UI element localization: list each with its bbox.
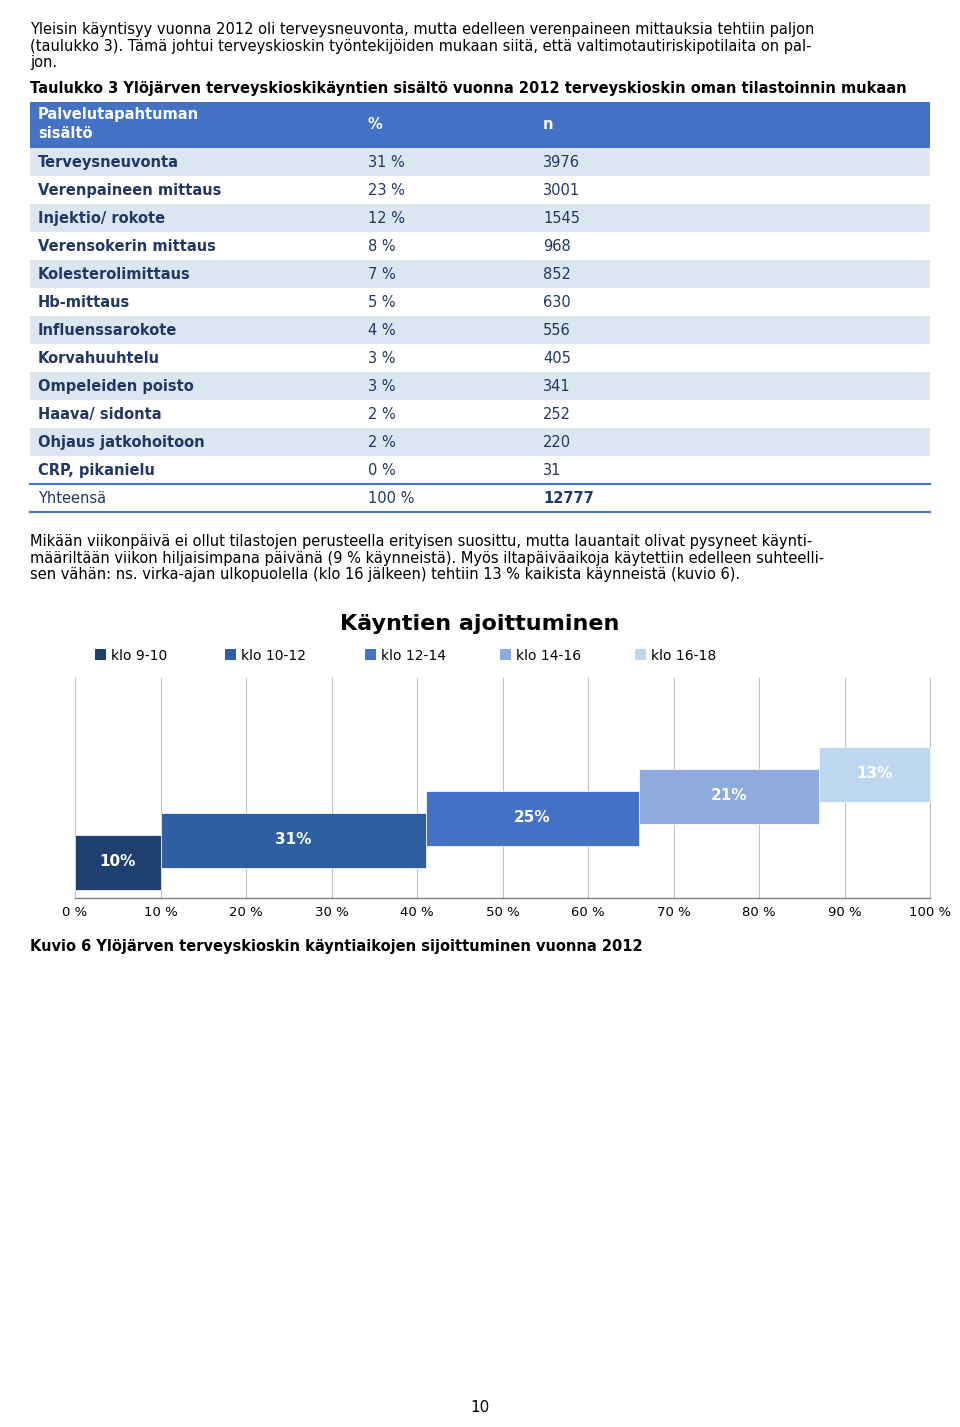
Text: 21%: 21% bbox=[710, 789, 747, 803]
Text: 12 %: 12 % bbox=[368, 211, 405, 225]
Text: Ompeleiden poisto: Ompeleiden poisto bbox=[38, 380, 194, 394]
Text: 2 %: 2 % bbox=[368, 407, 396, 422]
Text: Ohjaus jatkohoitoon: Ohjaus jatkohoitoon bbox=[38, 435, 204, 450]
Text: 7 %: 7 % bbox=[368, 267, 396, 283]
Bar bbox=[30, 101, 930, 148]
Bar bbox=[30, 484, 930, 512]
Bar bbox=[30, 260, 930, 288]
Text: 405: 405 bbox=[543, 351, 571, 365]
Text: Palvelutapahtuman
sisältö: Palvelutapahtuman sisältö bbox=[38, 107, 199, 141]
Text: klo 12-14: klo 12-14 bbox=[381, 648, 446, 662]
Text: 630: 630 bbox=[543, 295, 571, 310]
Text: 968: 968 bbox=[543, 238, 571, 254]
Text: 70 %: 70 % bbox=[657, 906, 690, 919]
Text: 80 %: 80 % bbox=[742, 906, 776, 919]
Text: 3 %: 3 % bbox=[368, 351, 396, 365]
Bar bbox=[30, 204, 930, 233]
Text: 3001: 3001 bbox=[543, 183, 580, 198]
Text: 31: 31 bbox=[543, 462, 562, 478]
Text: 220: 220 bbox=[543, 435, 571, 450]
Bar bbox=[30, 288, 930, 315]
Text: Korvahuuhtelu: Korvahuuhtelu bbox=[38, 351, 160, 365]
Bar bbox=[30, 315, 930, 344]
Text: 10%: 10% bbox=[100, 855, 136, 869]
Bar bbox=[95, 648, 106, 659]
Bar bbox=[30, 372, 930, 400]
Text: Käyntien ajoittuminen: Käyntien ajoittuminen bbox=[340, 614, 620, 634]
Bar bbox=[225, 648, 236, 659]
Text: Yleisin käyntisyy vuonna 2012 oli terveysneuvonta, mutta edelleen verenpaineen m: Yleisin käyntisyy vuonna 2012 oli tervey… bbox=[30, 21, 814, 37]
Bar bbox=[75, 835, 160, 889]
Text: %: % bbox=[368, 117, 383, 133]
Text: 3 %: 3 % bbox=[368, 380, 396, 394]
Bar bbox=[500, 648, 511, 659]
Text: (taulukko 3). Tämä johtui terveyskioskin työntekijöiden mukaan siitä, että valti: (taulukko 3). Tämä johtui terveyskioskin… bbox=[30, 39, 811, 53]
Bar bbox=[635, 648, 646, 659]
Text: 20 %: 20 % bbox=[229, 906, 263, 919]
Text: Influenssarokote: Influenssarokote bbox=[38, 323, 178, 338]
Text: klo 14-16: klo 14-16 bbox=[516, 648, 581, 662]
Text: 10 %: 10 % bbox=[144, 906, 178, 919]
Text: 100 %: 100 % bbox=[909, 906, 951, 919]
Text: 0 %: 0 % bbox=[62, 906, 87, 919]
Text: Mikään viikonpäivä ei ollut tilastojen perusteella erityisen suosittu, mutta lau: Mikään viikonpäivä ei ollut tilastojen p… bbox=[30, 534, 812, 549]
Text: jon.: jon. bbox=[30, 56, 58, 70]
Bar bbox=[30, 400, 930, 428]
Text: n: n bbox=[543, 117, 554, 133]
Text: Yhteensä: Yhteensä bbox=[38, 491, 107, 507]
Bar bbox=[819, 746, 930, 802]
Text: Hb-mittaus: Hb-mittaus bbox=[38, 295, 131, 310]
Text: 60 %: 60 % bbox=[571, 906, 605, 919]
Text: Haava/ sidonta: Haava/ sidonta bbox=[38, 407, 161, 422]
Text: Verensokerin mittaus: Verensokerin mittaus bbox=[38, 238, 216, 254]
Text: 50 %: 50 % bbox=[486, 906, 519, 919]
Bar bbox=[425, 791, 639, 846]
Text: Verenpaineen mittaus: Verenpaineen mittaus bbox=[38, 183, 222, 198]
Text: sen vähän: ns. virka-ajan ulkopuolella (klo 16 jälkeen) tehtiin 13 % kaikista kä: sen vähän: ns. virka-ajan ulkopuolella (… bbox=[30, 567, 740, 582]
Bar bbox=[30, 233, 930, 260]
Bar bbox=[365, 648, 376, 659]
Text: klo 10-12: klo 10-12 bbox=[241, 648, 306, 662]
Text: Taulukko 3 Ylöjärven terveyskioskikäyntien sisältö vuonna 2012 terveyskioskin om: Taulukko 3 Ylöjärven terveyskioskikäynti… bbox=[30, 81, 906, 97]
Text: 8 %: 8 % bbox=[368, 238, 396, 254]
Bar bbox=[30, 148, 930, 176]
Text: 5 %: 5 % bbox=[368, 295, 396, 310]
Text: 252: 252 bbox=[543, 407, 571, 422]
Text: Kolesterolimittaus: Kolesterolimittaus bbox=[38, 267, 191, 283]
Text: määriltään viikon hiljaisimpana päivänä (9 % käynneistä). Myös iltapäiväaikoja k: määriltään viikon hiljaisimpana päivänä … bbox=[30, 551, 824, 565]
Text: 13%: 13% bbox=[856, 766, 893, 782]
Text: 25%: 25% bbox=[515, 811, 551, 825]
Text: klo 9-10: klo 9-10 bbox=[111, 648, 167, 662]
Text: 31 %: 31 % bbox=[368, 156, 405, 170]
Text: 31%: 31% bbox=[275, 832, 311, 848]
Text: 4 %: 4 % bbox=[368, 323, 396, 338]
Text: 556: 556 bbox=[543, 323, 571, 338]
Text: 30 %: 30 % bbox=[315, 906, 348, 919]
Bar bbox=[30, 428, 930, 457]
Bar bbox=[30, 457, 930, 484]
Bar bbox=[30, 344, 930, 372]
Text: Injektio/ rokote: Injektio/ rokote bbox=[38, 211, 165, 225]
Text: 1545: 1545 bbox=[543, 211, 580, 225]
Text: Kuvio 6 Ylöjärven terveyskioskin käyntiaikojen sijoittuminen vuonna 2012: Kuvio 6 Ylöjärven terveyskioskin käyntia… bbox=[30, 939, 642, 955]
Text: 12777: 12777 bbox=[543, 491, 593, 507]
Bar bbox=[639, 769, 819, 823]
Text: 90 %: 90 % bbox=[828, 906, 861, 919]
Text: 23 %: 23 % bbox=[368, 183, 405, 198]
Text: 40 %: 40 % bbox=[400, 906, 434, 919]
Bar bbox=[160, 812, 425, 868]
Text: klo 16-18: klo 16-18 bbox=[651, 648, 716, 662]
Text: CRP, pikanielu: CRP, pikanielu bbox=[38, 462, 155, 478]
Text: 100 %: 100 % bbox=[368, 491, 415, 507]
Text: 2 %: 2 % bbox=[368, 435, 396, 450]
Bar bbox=[30, 176, 930, 204]
Text: 852: 852 bbox=[543, 267, 571, 283]
Text: Terveysneuvonta: Terveysneuvonta bbox=[38, 156, 179, 170]
Text: 0 %: 0 % bbox=[368, 462, 396, 478]
Text: 341: 341 bbox=[543, 380, 570, 394]
Text: 10: 10 bbox=[470, 1400, 490, 1416]
Text: 3976: 3976 bbox=[543, 156, 580, 170]
